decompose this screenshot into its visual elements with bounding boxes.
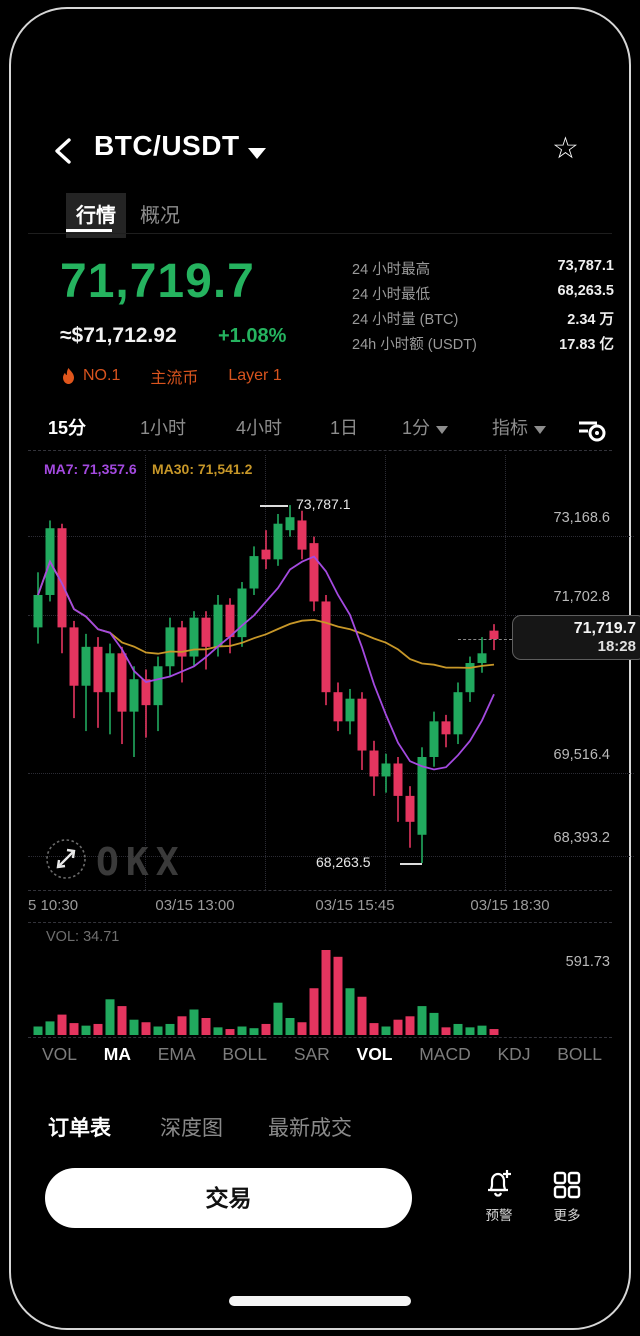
x-axis-tick: 03/15 13:00 <box>155 897 235 914</box>
stat-value: 73,787.1 <box>557 258 614 274</box>
ma30-legend: MA30: 71,541.2 <box>152 461 253 477</box>
page-title: BTC/USDT <box>94 130 240 161</box>
badge-row: NO.1 主流币 Layer 1 <box>62 364 282 388</box>
more-grid-icon[interactable] <box>552 1170 582 1200</box>
category-badge[interactable]: 主流币 <box>150 370 199 387</box>
chevron-down-icon <box>534 426 546 434</box>
timeframe-15m[interactable]: 15分 <box>48 418 87 438</box>
tab-overview[interactable]: 概况 <box>140 205 180 227</box>
tab-order-book[interactable]: 订单表 <box>48 1117 111 1140</box>
stat-row: 24h 小时额 (USDT) 17.83 亿 <box>352 333 614 355</box>
divider <box>28 1037 612 1038</box>
home-indicator <box>229 1296 411 1306</box>
stat-row: 24 小时最低 68,263.5 <box>352 283 614 305</box>
fiat-price: ≈$71,712.92 <box>60 324 177 347</box>
stat-value: 68,263.5 <box>557 283 614 299</box>
flame-icon <box>63 368 74 384</box>
stat-label: 24 小时量 (BTC) <box>352 312 459 328</box>
gridline <box>28 773 634 774</box>
high-annotation-dash <box>260 505 288 508</box>
indicator-tab-ema[interactable]: EMA <box>157 1044 196 1064</box>
stat-value: 2.34 万 <box>567 312 614 328</box>
indicator-tab-boll2[interactable]: BOLL <box>557 1044 602 1064</box>
pair-dropdown-icon[interactable] <box>248 148 266 159</box>
price-alert-bell-icon[interactable] <box>483 1168 513 1198</box>
gridline <box>385 455 386 890</box>
last-price: 71,719.7 <box>60 255 255 308</box>
timeframe-1h[interactable]: 1小时 <box>140 418 187 438</box>
indicator-tab-vol2[interactable]: VOL <box>356 1044 393 1064</box>
gridline <box>265 455 266 890</box>
y-axis-tick: 71,702.8 <box>553 589 610 605</box>
x-axis-tick: 03/15 18:30 <box>470 897 550 914</box>
stat-value: 17.83 亿 <box>559 337 614 353</box>
chevron-down-icon <box>436 426 449 434</box>
stat-label: 24 小时最高 <box>352 262 431 278</box>
last-price-dash <box>458 639 512 641</box>
y-axis-tick: 73,168.6 <box>553 510 610 526</box>
stat-row: 24 小时量 (BTC) 2.34 万 <box>352 308 614 330</box>
ma7-legend: MA7: 71,357.6 <box>44 461 137 477</box>
trade-button[interactable]: 交易 <box>45 1168 412 1228</box>
last-price-tag[interactable]: 71,719.7 18:28 <box>512 615 640 661</box>
timeframe-4h[interactable]: 4小时 <box>236 418 283 438</box>
indicator-tab-row: VOL MA EMA BOLL SAR VOL MACD KDJ BOLL <box>42 1044 602 1065</box>
last-price-tag-time: 18:28 <box>597 638 636 656</box>
favorite-star-icon[interactable]: ☆ <box>552 132 579 165</box>
indicator-tab-ma[interactable]: MA <box>103 1044 131 1064</box>
x-axis-tick: 5 10:30 <box>28 897 79 914</box>
divider <box>28 922 612 923</box>
stat-label: 24 小时最低 <box>352 287 431 303</box>
tab-active-underline <box>66 229 112 232</box>
more-label[interactable]: 更多 <box>553 1208 581 1223</box>
okx-watermark: OKX <box>96 840 186 884</box>
x-axis-tick: 03/15 15:45 <box>315 897 395 914</box>
high-annotation: 73,787.1 <box>296 496 351 513</box>
fullscreen-expand-icon[interactable] <box>45 838 87 880</box>
rank-badge[interactable]: NO.1 <box>83 367 121 384</box>
tab-latest-trades[interactable]: 最新成交 <box>268 1117 352 1140</box>
gridline <box>505 455 506 890</box>
y-axis-tick: 69,516.4 <box>553 747 610 763</box>
indicator-tab-vol[interactable]: VOL <box>42 1044 78 1064</box>
alert-label[interactable]: 预警 <box>485 1208 513 1223</box>
indicator-tab-macd[interactable]: MACD <box>419 1044 471 1064</box>
gridline <box>28 856 634 857</box>
chart-settings-icon[interactable] <box>576 416 608 444</box>
layer-badge[interactable]: Layer 1 <box>228 367 282 384</box>
indicator-tab-kdj[interactable]: KDJ <box>497 1044 531 1064</box>
divider <box>28 890 612 891</box>
stat-row: 24 小时最高 73,787.1 <box>352 258 614 280</box>
divider <box>28 450 612 451</box>
indicator-tab-boll[interactable]: BOLL <box>222 1044 268 1064</box>
gridline <box>145 455 146 890</box>
low-annotation-dash <box>400 863 422 866</box>
volume-max-tick: 591.73 <box>565 954 610 970</box>
low-annotation: 68,263.5 <box>316 854 371 871</box>
last-price-tag-value: 71,719.7 <box>573 620 636 638</box>
price-change-percent: +1.08% <box>218 325 287 347</box>
tab-depth-chart[interactable]: 深度图 <box>160 1117 223 1140</box>
stat-label: 24h 小时额 (USDT) <box>352 337 477 353</box>
gridline <box>28 536 634 537</box>
back-button[interactable] <box>50 136 76 166</box>
indicator-tab-sar[interactable]: SAR <box>293 1044 330 1064</box>
timeframe-more-dropdown[interactable]: 1分 <box>402 414 449 440</box>
volume-legend: VOL: 34.71 <box>46 929 120 945</box>
indicator-menu-button[interactable]: 指标 <box>492 414 546 440</box>
y-axis-tick: 68,393.2 <box>553 830 610 846</box>
timeframe-1d[interactable]: 1日 <box>330 418 359 438</box>
divider <box>28 233 612 234</box>
